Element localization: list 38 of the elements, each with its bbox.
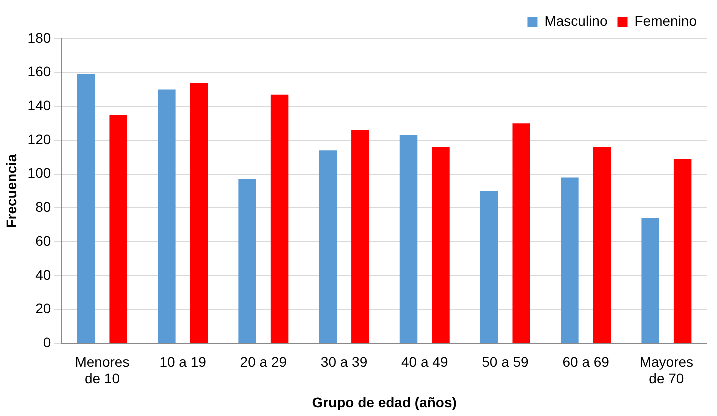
- bar: [593, 147, 612, 344]
- legend-label: Masculino: [544, 12, 608, 29]
- bar: [77, 74, 96, 344]
- bar: [512, 124, 530, 344]
- bar: [238, 179, 256, 344]
- y-tick-label: 60: [36, 232, 52, 249]
- x-tick-label: 60 a 69: [562, 354, 610, 370]
- y-axis-title: Frecuencia: [3, 154, 20, 228]
- bar: [432, 147, 450, 344]
- x-tick-label: 30 a 39: [320, 354, 368, 370]
- legend-label: Femenino: [634, 12, 698, 29]
- y-tick-label: 180: [28, 30, 52, 46]
- bar: [674, 159, 692, 344]
- y-tick-label: 140: [28, 98, 52, 114]
- x-tick-label: 20 a 29: [240, 354, 288, 370]
- y-tick-label: 20: [36, 300, 52, 317]
- bar: [319, 150, 338, 344]
- x-tick-label: 40 a 49: [402, 354, 448, 370]
- y-tick-label: 100: [28, 165, 52, 182]
- y-tick-label: 40: [36, 266, 52, 283]
- bar: [352, 130, 370, 344]
- bar: [270, 94, 289, 344]
- x-tick-label: Mayores de 70: [640, 354, 694, 387]
- y-tick-label: 160: [28, 64, 52, 80]
- y-tick-label: 0: [43, 334, 52, 350]
- x-axis-title: Grupo de edad (años): [312, 394, 457, 410]
- bar: [158, 90, 176, 344]
- bar: [480, 191, 498, 344]
- bar: [400, 135, 418, 344]
- bar: [642, 218, 660, 344]
- x-tick-label: 50 a 59: [482, 354, 530, 370]
- bar: [190, 83, 208, 344]
- x-tick-label: Menores de 10: [75, 354, 130, 387]
- y-tick-label: 120: [28, 131, 52, 148]
- bar: [561, 178, 579, 344]
- x-tick-label: 10 a 19: [160, 354, 207, 370]
- bar: [110, 115, 128, 344]
- y-tick-label: 80: [36, 199, 52, 216]
